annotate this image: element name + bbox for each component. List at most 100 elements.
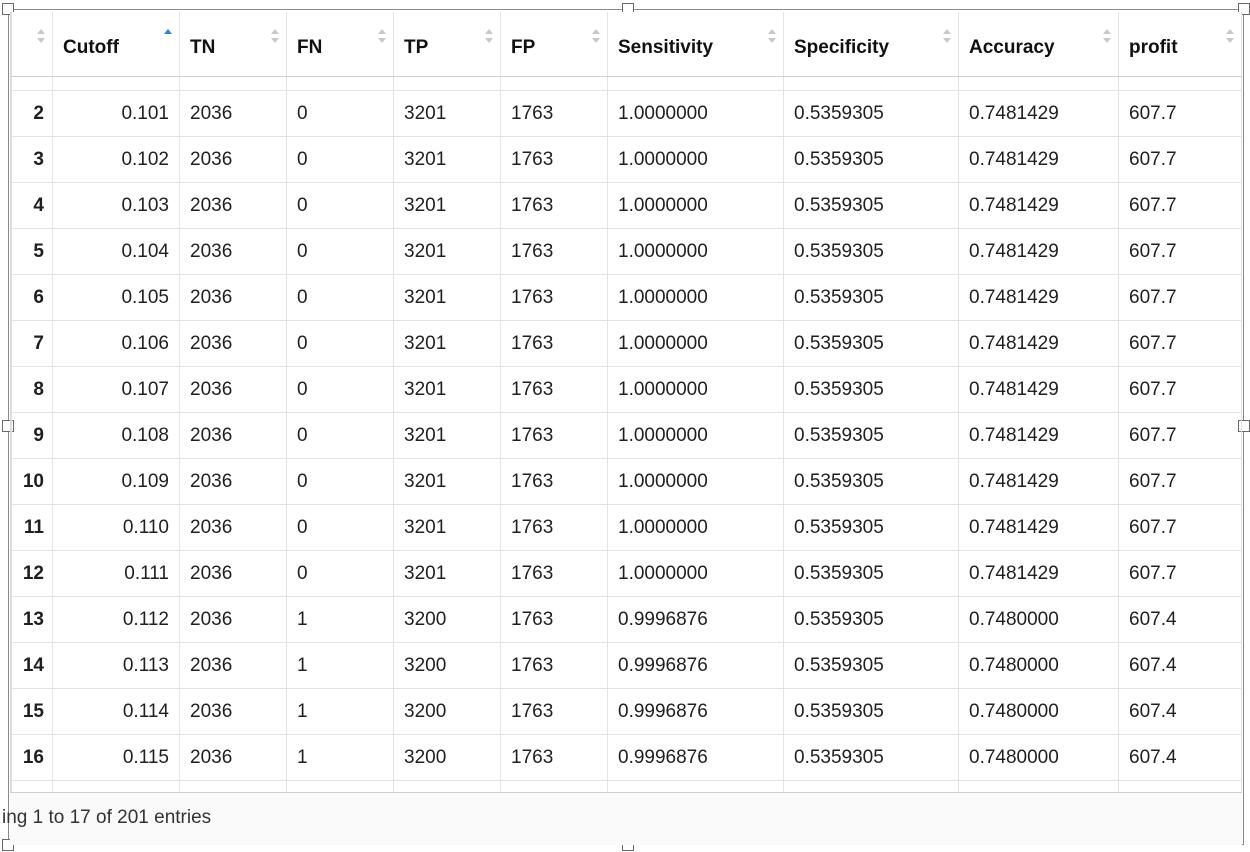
table-cell: 3200 [393,642,501,689]
table-row[interactable]: 7 0.106 2036 0 3201 1763 1.0000000 0.5359305 0.7… [11,320,1242,367]
table-cell: 2036 [179,228,287,275]
column-header-label: profit [1129,37,1178,58]
table-row[interactable]: 5 0.104 2036 0 3201 1763 1.0000000 0.5359305 0.7… [11,228,1242,275]
table-cell: 1763 [500,182,608,229]
table-cell: 3201 [393,136,501,183]
row-index-cell: 3 [11,136,53,183]
column-header-tn[interactable]: TN [179,12,287,77]
header-row: Cutoff TN FN TP FP Sensitivity Specificity Accu… [11,12,1242,77]
table-cell: 0.5359305 [783,90,959,137]
table-cell: 0.101 [52,90,180,137]
table-cell: 2036 [179,136,287,183]
table-cell: 0 [286,550,394,597]
table-cell: 0 [286,90,394,137]
data-table-scroll-area[interactable]: Cutoff TN FN TP FP Sensitivity Specificity Accu… [10,12,1243,792]
table-cell: 0.111 [52,550,180,597]
table-cell: 607.7 [1118,412,1242,459]
table-cell: 0 [286,366,394,413]
sort-icon [1226,29,1234,45]
table-cell: 0.112 [52,596,180,643]
table-cell: 1763 [500,320,608,367]
table-row[interactable]: 4 0.103 2036 0 3201 1763 1.0000000 0.5359305 0.7… [11,182,1242,229]
table-row[interactable]: 16 0.115 2036 1 3200 1763 0.9996876 0.5359305 0.… [11,734,1242,781]
table-cell: 2036 [179,412,287,459]
column-header-index[interactable] [11,12,53,77]
column-header-cutoff[interactable]: Cutoff [52,12,180,77]
table-cell: 607.4 [1118,642,1242,689]
table-row[interactable]: 10 0.109 2036 0 3201 1763 1.0000000 0.5359305 0.… [11,458,1242,505]
table-cell: 0.7481429 [958,274,1119,321]
table-cell: 1.0000000 [607,182,784,229]
table-row[interactable]: 12 0.111 2036 0 3201 1763 1.0000000 0.5359305 0.… [11,550,1242,597]
table-row[interactable]: 14 0.113 2036 1 3200 1763 0.9996876 0.5359305 0.… [11,642,1242,689]
row-index-cell: 12 [11,550,53,597]
table-cell: 1.0000000 [607,458,784,505]
table-cell: 0.5359305 [783,136,959,183]
table-cell: 0.110 [52,504,180,551]
table-cell: 607.7 [1118,320,1242,367]
sort-icon [378,29,386,45]
row-index-cell: 11 [11,504,53,551]
sort-icon [592,29,600,45]
table-row[interactable]: 8 0.107 2036 0 3201 1763 1.0000000 0.5359305 0.7… [11,366,1242,413]
table-cell: 0.7481429 [958,366,1119,413]
table-row[interactable]: 2 0.101 2036 0 3201 1763 1.0000000 0.5359305 0.7… [11,90,1242,137]
table-cell: 1 [286,596,394,643]
row-index-cell: 14 [11,642,53,689]
table-cell: 607.7 [1118,504,1242,551]
table-cell: 1 [286,642,394,689]
table-cell: 1.0000000 [607,366,784,413]
sort-icon [1103,29,1111,45]
table-cell: 0.5359305 [783,734,959,781]
row-index-cell: 13 [11,596,53,643]
row-index-cell: 10 [11,458,53,505]
column-header-tp[interactable]: TP [393,12,501,77]
table-cell: 0.109 [52,458,180,505]
table-cell: 0 [286,136,394,183]
table-cell: 2036 [179,182,287,229]
table-cell: 0.115 [52,734,180,781]
row-index-cell: 5 [11,228,53,275]
table-row[interactable]: 6 0.105 2036 0 3201 1763 1.0000000 0.5359305 0.7… [11,274,1242,321]
table-row[interactable]: 3 0.102 2036 0 3201 1763 1.0000000 0.5359305 0.7… [11,136,1242,183]
column-header-label: FP [511,37,536,58]
table-cell: 1.0000000 [607,550,784,597]
table-row[interactable]: 15 0.114 2036 1 3200 1763 0.9996876 0.5359305 0.… [11,688,1242,735]
table-cell: 2036 [179,550,287,597]
table-row-partial-top [11,76,1242,91]
table-cell: 1 [286,688,394,735]
table-cell: 3201 [393,366,501,413]
column-header-label: Cutoff [63,37,119,58]
column-header-sensitivity[interactable]: Sensitivity [607,12,784,77]
column-header-specificity[interactable]: Specificity [783,12,959,77]
table-cell: 3201 [393,458,501,505]
table-cell: 0.9996876 [607,734,784,781]
table-cell: 0 [286,182,394,229]
table-cell: 1 [286,734,394,781]
table-cell: 0.108 [52,412,180,459]
table-cell: 0.7481429 [958,504,1119,551]
table-cell: 0.106 [52,320,180,367]
table-cell: 2036 [179,274,287,321]
table-row[interactable]: 11 0.110 2036 0 3201 1763 1.0000000 0.5359305 0.… [11,504,1242,551]
column-header-label: Sensitivity [618,37,714,58]
table-cell: 1.0000000 [607,228,784,275]
column-header-accuracy[interactable]: Accuracy [958,12,1119,77]
table-row[interactable]: 9 0.108 2036 0 3201 1763 1.0000000 0.5359305 0.7… [11,412,1242,459]
table-cell: 1763 [500,90,608,137]
table-cell: 1.0000000 [607,274,784,321]
row-index-cell: 6 [11,274,53,321]
column-header-fn[interactable]: FN [286,12,394,77]
table-cell: 1763 [500,458,608,505]
column-header-profit[interactable]: profit [1118,12,1242,77]
table-row[interactable]: 13 0.112 2036 1 3200 1763 0.9996876 0.5359305 0.… [11,596,1242,643]
table-cell: 2036 [179,688,287,735]
sort-icon [37,29,45,45]
table-cell: 0.7481429 [958,136,1119,183]
table-cell: 1.0000000 [607,504,784,551]
table-cell: 1763 [500,228,608,275]
table-cell: 0.105 [52,274,180,321]
table-cell: 0.7481429 [958,412,1119,459]
table-cell: 3201 [393,90,501,137]
column-header-fp[interactable]: FP [500,12,608,77]
